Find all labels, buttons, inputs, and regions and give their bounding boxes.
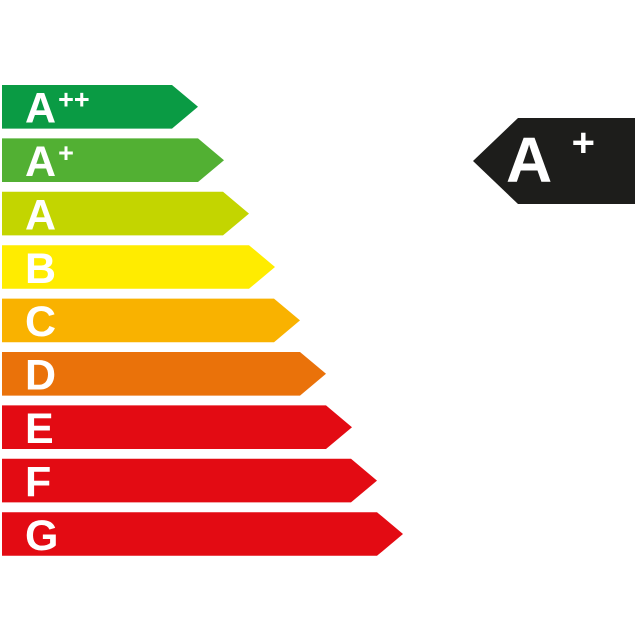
- rating-grade: D: [25, 352, 56, 400]
- rating-bar-B: [2, 245, 275, 289]
- rating-bar-G: [2, 512, 403, 556]
- rating-superscript: +: [58, 138, 74, 168]
- rating-bar-label-E: E: [25, 405, 54, 453]
- current-rating-arrow: A +: [473, 118, 635, 204]
- rating-grade: G: [25, 512, 58, 560]
- rating-bar-label-D: D: [25, 352, 56, 400]
- rating-bar-label-A: A: [25, 191, 56, 239]
- rating-bar-D: [2, 352, 326, 396]
- rating-bar-label-B: B: [25, 245, 56, 293]
- current-rating-grade: A: [506, 124, 551, 196]
- rating-grade: A: [25, 85, 56, 133]
- rating-grade: E: [25, 405, 54, 453]
- rating-bar-label-A++: A++: [25, 85, 90, 133]
- rating-bar-E: [2, 405, 352, 449]
- rating-bar-label-A+: A+: [25, 138, 74, 186]
- current-rating-arrow-shape: [473, 118, 635, 204]
- current-rating-label: A +: [506, 121, 595, 196]
- rating-superscript: ++: [58, 85, 90, 115]
- rating-bar-label-G: G: [25, 512, 58, 560]
- rating-grade: A: [25, 191, 56, 239]
- rating-bar-label-F: F: [25, 458, 51, 506]
- rating-bar-C: [2, 298, 300, 343]
- current-rating-superscript: +: [572, 121, 595, 165]
- rating-grade: F: [25, 458, 51, 506]
- rating-grade: A: [25, 138, 56, 186]
- rating-bar-A: [2, 191, 249, 236]
- rating-bar-label-C: C: [25, 298, 56, 346]
- rating-bar-A++: [2, 85, 198, 129]
- rating-bar-F: [2, 458, 377, 503]
- rating-grade: B: [25, 245, 56, 293]
- rating-grade: C: [25, 298, 56, 346]
- rating-bar-A+: [2, 138, 224, 182]
